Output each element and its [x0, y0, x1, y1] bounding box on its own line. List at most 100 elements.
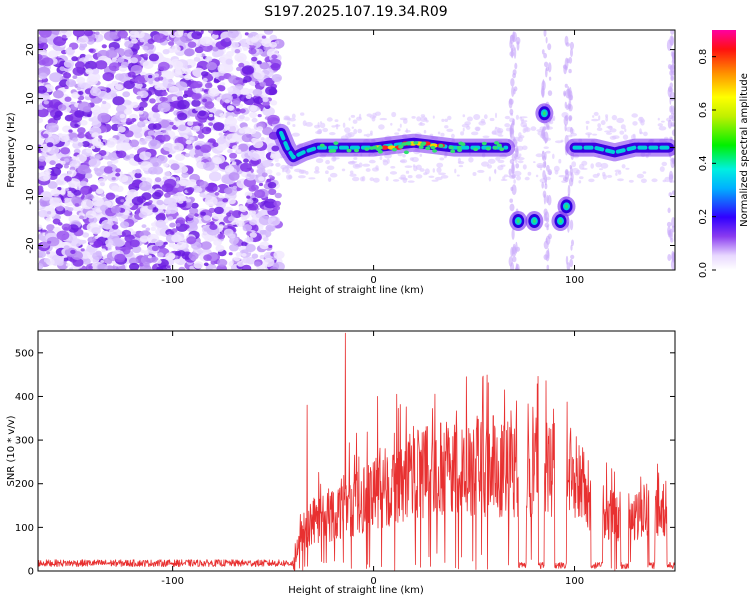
haze-speckle: [353, 157, 358, 160]
noise-speckle: [138, 106, 145, 111]
noise-speckle: [151, 191, 162, 200]
noise-speckle: [130, 101, 139, 108]
noise-speckle: [125, 100, 132, 106]
streak-speckle: [515, 148, 519, 157]
noise-speckle: [212, 142, 219, 148]
noise-speckle: [138, 138, 148, 146]
noise-speckle: [149, 157, 162, 168]
haze-speckle: [350, 114, 356, 118]
haze-speckle: [489, 117, 495, 122]
noise-speckle: [248, 48, 257, 55]
noise-speckle: [136, 95, 142, 100]
haze-speckle: [462, 127, 465, 132]
noise-speckle: [138, 110, 144, 115]
haze-speckle: [322, 127, 329, 133]
noise-speckle: [271, 74, 282, 82]
noise-speckle: [96, 172, 102, 177]
noise-speckle: [263, 198, 277, 209]
streak-speckle: [543, 30, 547, 37]
noise-speckle: [225, 133, 238, 143]
noise-speckle: [203, 161, 215, 171]
noise-speckle: [247, 33, 254, 38]
noise-speckle: [157, 102, 171, 113]
noise-speckle: [216, 137, 226, 145]
noise-speckle: [53, 226, 61, 233]
haze-speckle: [596, 127, 603, 131]
noise-speckle: [38, 186, 44, 192]
noise-speckle: [200, 144, 212, 153]
noise-speckle: [49, 160, 56, 166]
noise-speckle: [114, 253, 126, 263]
haze-speckle: [313, 170, 320, 174]
signal-blob-peak: [564, 204, 568, 209]
haze-speckle: [593, 111, 599, 116]
noise-speckle: [239, 114, 245, 120]
streak-speckle: [544, 61, 549, 68]
noise-speckle: [165, 252, 176, 261]
noise-speckle: [259, 225, 264, 230]
noise-speckle: [89, 155, 95, 160]
haze-speckle: [579, 163, 585, 170]
haze-speckle: [591, 118, 599, 122]
noise-speckle: [98, 150, 107, 156]
noise-speckle: [77, 142, 84, 147]
noise-speckle: [214, 192, 220, 196]
noise-speckle: [174, 251, 182, 256]
bottom-x-tick-label: 0: [370, 576, 376, 587]
noise-speckle: [257, 114, 262, 118]
noise-speckle: [53, 36, 67, 47]
snr-panel: -100 0 100 0 100 200 300 400 500 Height of strai…: [6, 330, 676, 596]
streak-speckle: [511, 184, 517, 196]
colorbar-tick-label: 0.8: [698, 49, 709, 65]
streak-speckle: [565, 89, 571, 99]
noise-speckle: [142, 45, 149, 51]
noise-speckle: [131, 183, 137, 188]
noise-speckle: [64, 197, 70, 202]
signal-accent: [473, 147, 479, 152]
noise-speckle: [119, 114, 126, 119]
signal-accent: [448, 145, 454, 150]
noise-speckle: [241, 245, 247, 249]
haze-speckle: [440, 132, 445, 137]
streak-speckle: [545, 36, 548, 44]
noise-speckle: [181, 172, 189, 179]
haze-speckle: [352, 119, 358, 124]
noise-speckle: [157, 252, 164, 258]
noise-speckle: [88, 158, 101, 168]
noise-speckle: [185, 139, 192, 145]
noise-speckle: [251, 137, 258, 143]
noise-speckle: [259, 229, 267, 235]
noise-speckle: [227, 87, 234, 92]
haze-speckle: [300, 169, 307, 174]
noise-speckle: [162, 49, 170, 55]
haze-speckle: [400, 177, 408, 181]
noise-speckle: [140, 177, 147, 182]
noise-speckle: [108, 62, 121, 72]
noise-speckle: [191, 31, 203, 40]
noise-speckle: [148, 53, 159, 62]
streak-speckle: [512, 31, 517, 42]
haze-speckle: [472, 172, 477, 176]
noise-speckle: [244, 191, 253, 198]
noise-speckle: [224, 37, 231, 43]
noise-speckle: [228, 252, 233, 256]
noise-speckle: [45, 159, 50, 163]
noise-speckle: [237, 143, 249, 152]
noise-speckle: [186, 187, 195, 193]
noise-speckle: [213, 78, 220, 84]
noise-speckle: [116, 150, 127, 159]
streak-speckle: [509, 159, 515, 164]
noise-speckle: [101, 231, 111, 238]
noise-speckle: [218, 132, 223, 136]
noise-speckle: [67, 207, 74, 212]
haze-speckle: [533, 161, 536, 164]
noise-speckle: [246, 237, 254, 243]
haze-speckle: [428, 175, 435, 178]
haze-speckle: [588, 178, 595, 183]
haze-speckle: [457, 157, 461, 164]
haze-speckle: [606, 132, 612, 135]
streak-speckle: [569, 41, 575, 50]
noise-speckle: [141, 224, 147, 229]
noise-speckle: [262, 160, 272, 168]
haze-speckle: [390, 166, 396, 169]
